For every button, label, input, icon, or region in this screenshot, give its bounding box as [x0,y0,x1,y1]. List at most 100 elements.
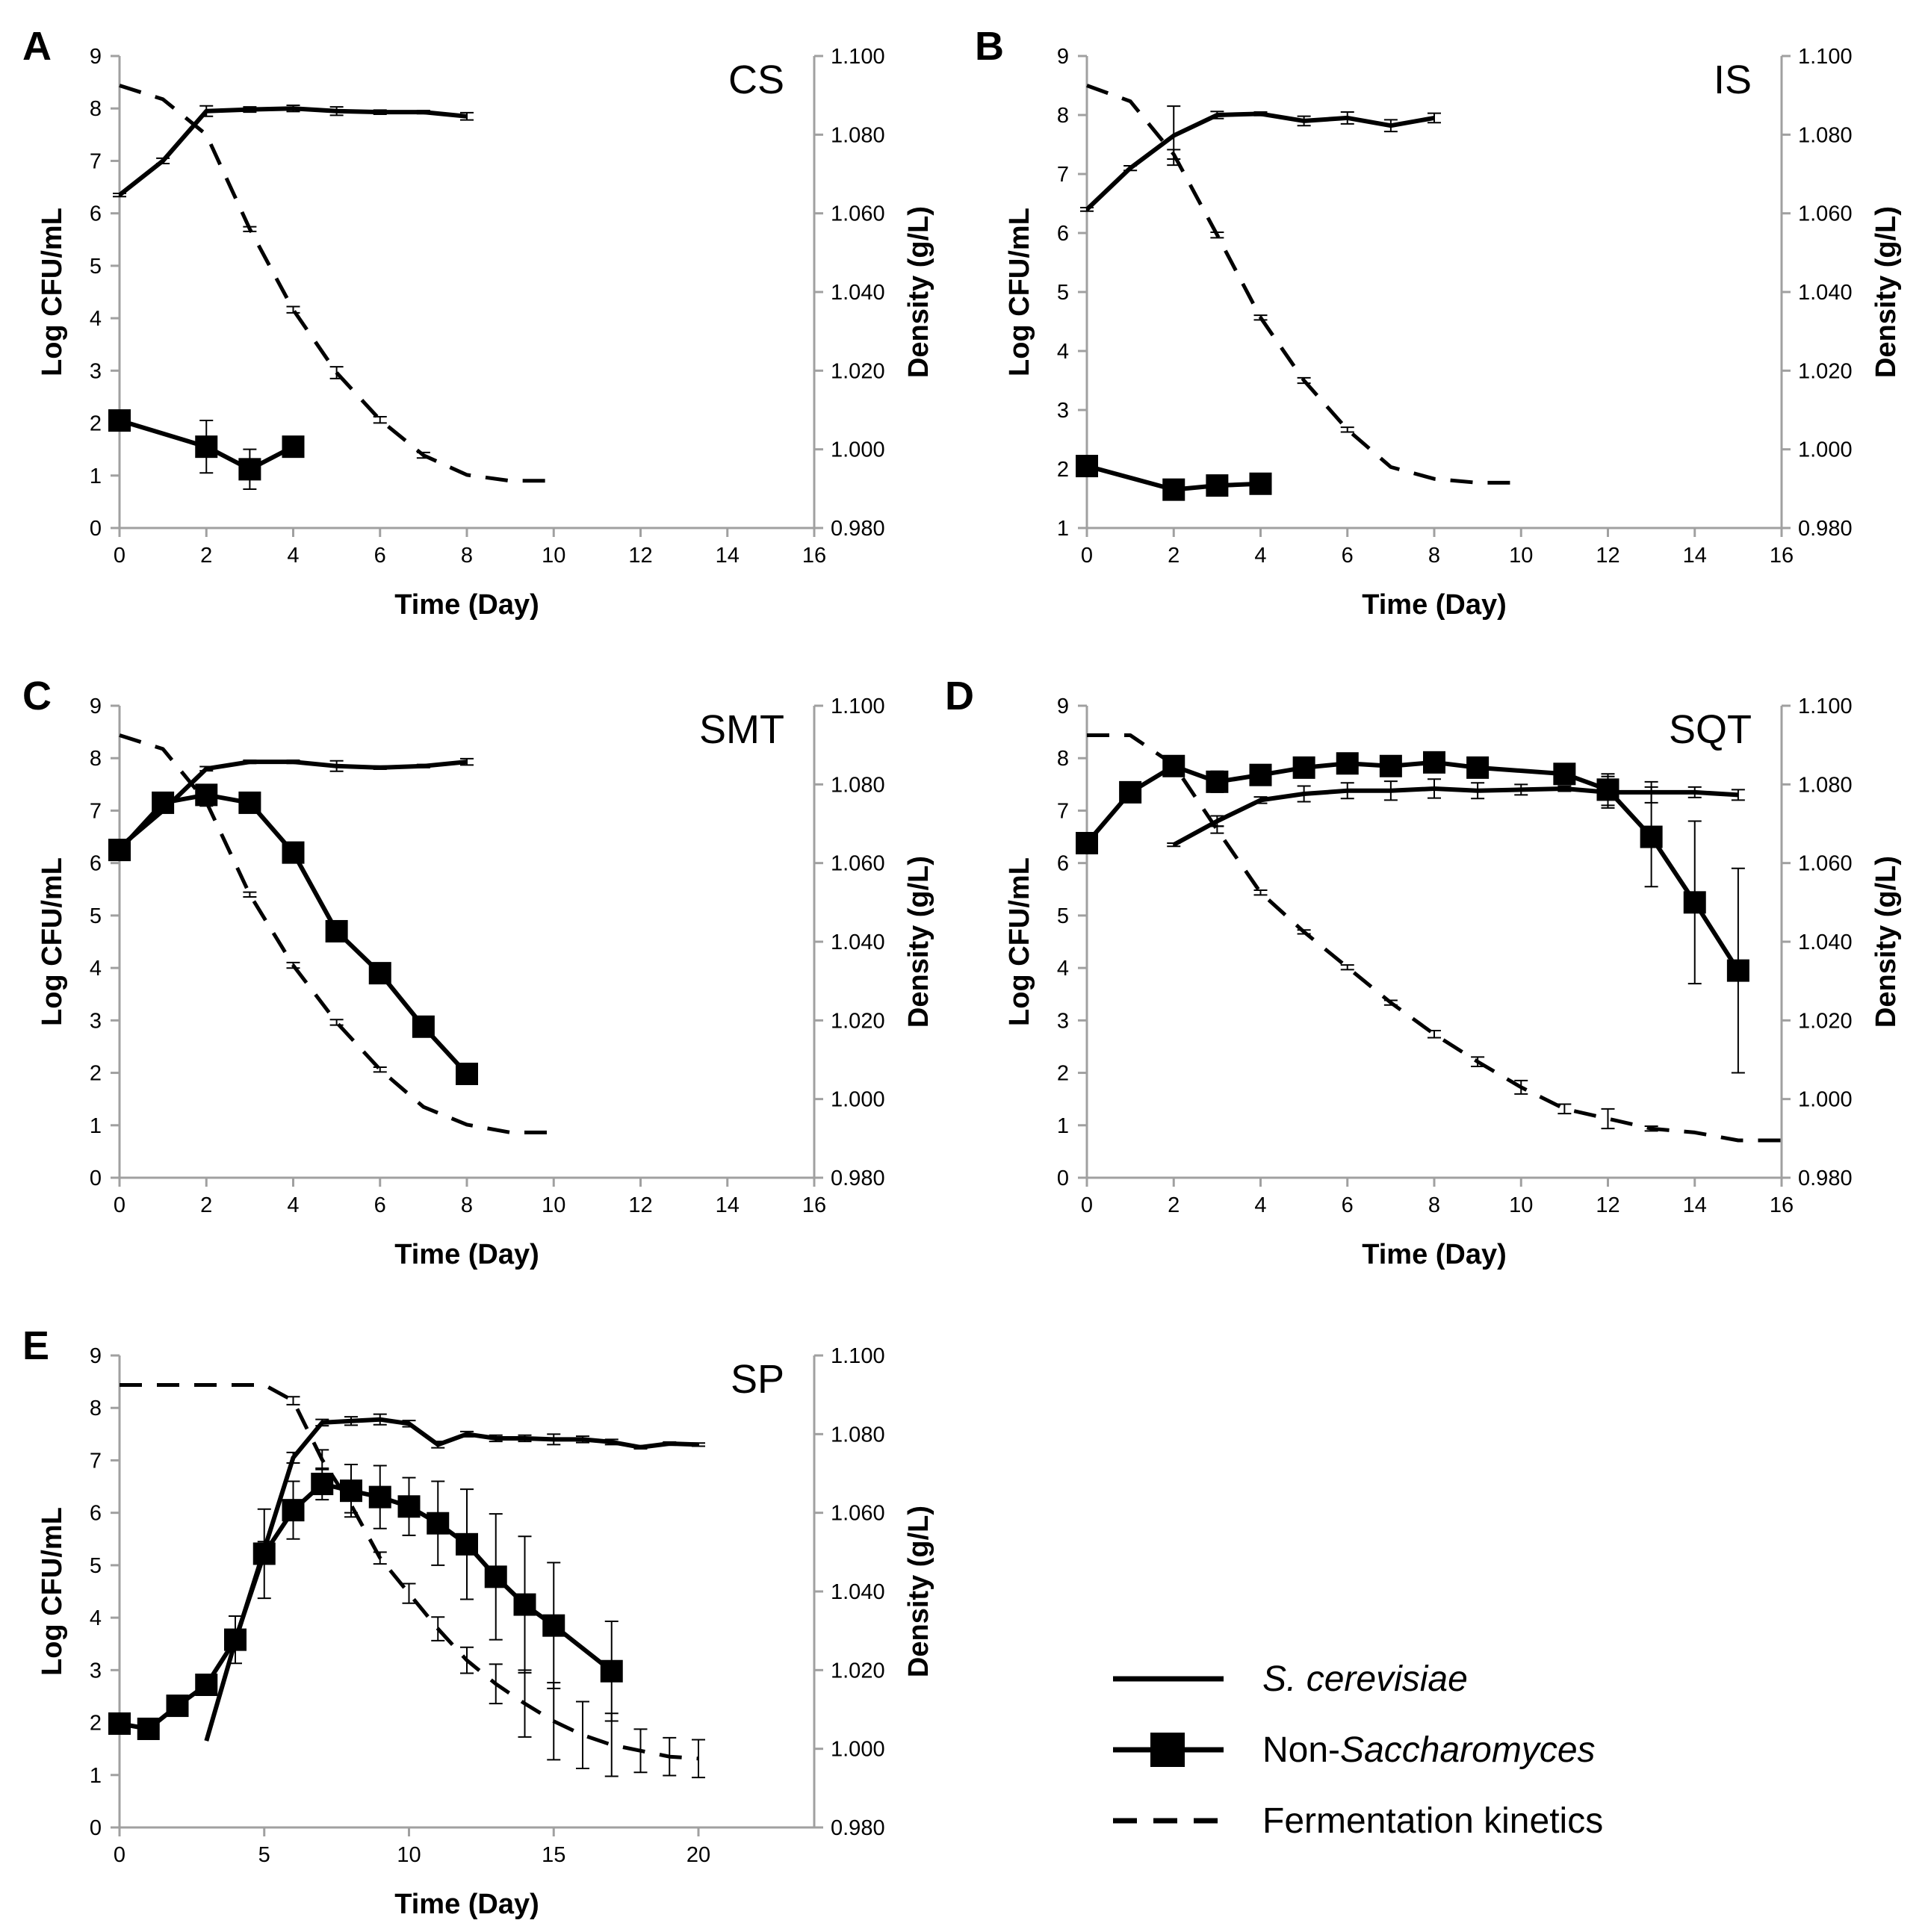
series-non-saccharomyces [108,1464,623,1740]
y-tick-label: 8 [90,747,102,771]
data-point [166,1695,189,1718]
y-tick-label: 7 [1057,799,1069,823]
data-point [224,1628,247,1651]
y-tick-label: 9 [90,1344,102,1368]
x-tick-label: 4 [287,1193,299,1217]
y-tick-label: 1 [90,465,102,488]
y-tick-label: 2 [90,1712,102,1736]
x-axis-label: Time (Day) [394,1889,539,1920]
series-line [204,1417,699,1742]
x-tick-label: 2 [200,544,212,568]
x-tick-label: 0 [114,1843,125,1867]
x-tick-label: 14 [716,1193,740,1217]
y2-tick-label: 1.040 [831,1580,885,1604]
series-line [1087,733,1782,1143]
y-tick-label: 6 [1057,852,1069,876]
y-tick-label: 2 [90,412,102,436]
y-tick-label: 8 [1057,747,1069,771]
x-tick-label: 2 [1168,544,1180,568]
data-point [108,409,131,432]
x-tick-label: 16 [802,544,826,568]
series-non-saccharomyces [108,783,478,1085]
series-line [119,84,554,483]
y-tick-label: 8 [1057,104,1069,128]
y2-tick-label: 0.980 [831,517,885,541]
x-tick-label: 15 [542,1843,565,1867]
y2-tick-label: 1.080 [1798,123,1853,147]
data-point [1423,751,1445,774]
series-s-cerevisiae [1167,775,1745,848]
panel-code: SP [731,1357,784,1402]
x-tick-label: 5 [258,1843,270,1867]
y2-tick-label: 0.980 [831,1167,885,1190]
y-axis-label: Log CFU/mL [37,208,68,376]
x-tick-label: 16 [802,1193,826,1217]
y2-tick-label: 1.060 [831,1502,885,1526]
data-point [1076,455,1098,478]
y-tick-label: 4 [1057,340,1069,364]
y-tick-label: 4 [1057,957,1069,981]
legend-label-non-saccharomyces: Non-Saccharomyces [1262,1730,1596,1770]
panel-c: 01234567890.9801.0001.0201.0401.0601.080… [22,674,934,1270]
y-tick-label: 7 [90,1449,102,1473]
data-point [1249,472,1272,495]
data-point [1119,780,1142,804]
data-point [456,1062,478,1085]
series-line [1086,84,1522,485]
y2-tick-label: 1.100 [831,695,885,718]
y-tick-label: 4 [90,957,102,981]
x-tick-label: 12 [628,1193,652,1217]
data-point [1336,752,1359,775]
x-tick-label: 12 [628,544,652,568]
data-point [1553,762,1576,786]
y-tick-label: 5 [90,255,102,279]
y2-tick-label: 1.060 [831,202,885,226]
y2-tick-label: 1.100 [831,45,885,69]
data-point [325,919,348,942]
series-non-saccharomyces [1076,751,1749,1074]
y-tick-label: 7 [1057,163,1069,187]
panel-code: SQT [1669,707,1752,752]
y2-tick-label: 1.020 [1798,359,1853,383]
y2-tick-label: 1.080 [831,123,885,147]
y-tick-label: 3 [1057,399,1069,423]
data-point [1162,478,1185,501]
plots: 01234567890.9801.0001.0201.0401.0601.080… [22,24,1902,1920]
series-fermentation-kinetics [1086,84,1522,485]
panel-d: 01234567890.9801.0001.0201.0401.0601.080… [945,674,1902,1270]
y-tick-label: 5 [90,904,102,928]
data-point [282,435,305,459]
y-tick-label: 7 [90,799,102,823]
panel-code: IS [1714,58,1752,102]
data-point [542,1614,565,1637]
x-tick-label: 2 [200,1193,212,1217]
y2-axis-label: Density (g/L) [903,206,934,378]
y2-tick-label: 1.040 [831,281,885,305]
series-non-saccharomyces [108,409,305,491]
y-tick-label: 1 [90,1114,102,1138]
y2-tick-label: 0.980 [1798,517,1853,541]
y-tick-label: 9 [1057,45,1069,69]
series-s-cerevisiae [1080,105,1441,212]
data-point [600,1659,623,1683]
data-point [456,1532,478,1556]
y-tick-label: 6 [90,852,102,876]
y-tick-label: 0 [90,1167,102,1190]
series-s-cerevisiae [204,1413,705,1742]
y2-axis-label: Density (g/L) [903,1506,934,1677]
x-tick-label: 12 [1596,1193,1619,1217]
data-point [1640,825,1663,848]
x-tick-label: 4 [287,544,299,568]
legend-marker-non-saccharomyces [1150,1733,1185,1767]
y2-tick-label: 1.060 [831,852,885,876]
y2-tick-label: 1.060 [1798,202,1853,226]
y2-tick-label: 1.000 [831,1088,885,1112]
data-point [238,458,261,481]
y2-tick-label: 1.020 [831,1659,885,1683]
x-axis-label: Time (Day) [394,589,539,621]
data-point [1466,756,1490,779]
y-axis-label: Log CFU/mL [1004,208,1035,376]
y-tick-label: 8 [90,97,102,121]
series-line [1172,786,1739,847]
